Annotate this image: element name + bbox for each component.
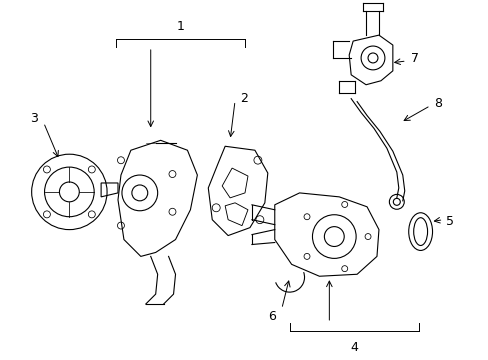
Text: 7: 7 [410,53,418,66]
Text: 1: 1 [176,20,184,33]
Text: 2: 2 [240,92,247,105]
Text: 6: 6 [267,310,275,323]
Text: 5: 5 [446,215,453,228]
Text: 8: 8 [434,97,442,110]
Text: 4: 4 [349,341,357,354]
Text: 3: 3 [30,112,38,125]
